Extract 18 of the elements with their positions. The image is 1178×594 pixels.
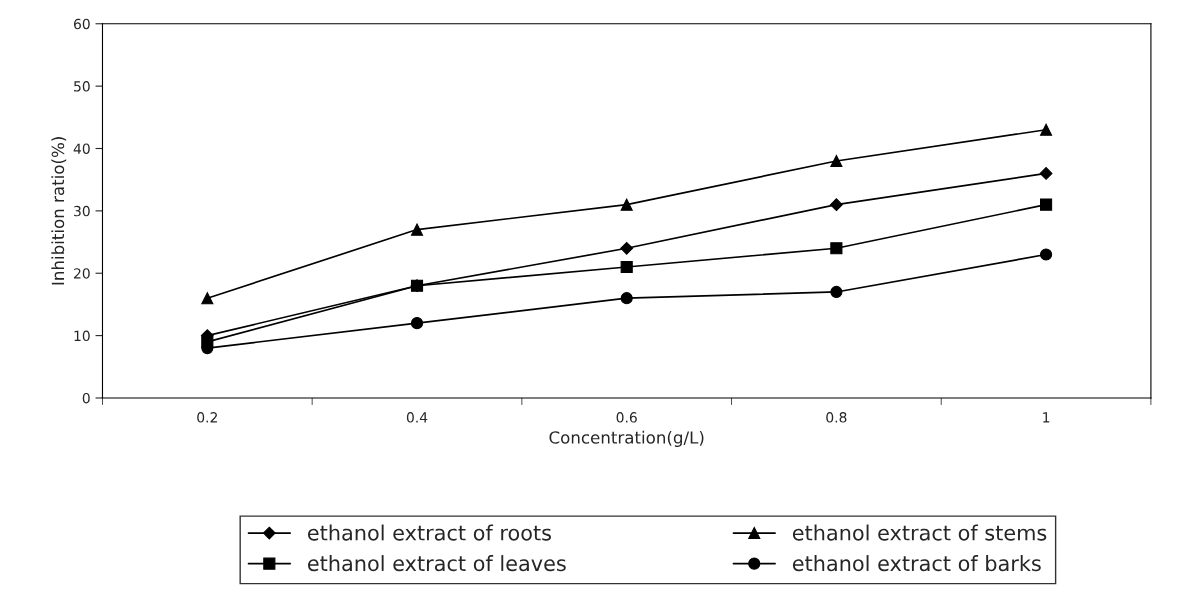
y-tick-label: 60 [73,18,90,30]
y-tick-label: 40 [73,143,90,154]
x-tick-label: 1 [1043,412,1050,423]
legend-label: ethanol extract of roots [307,524,551,541]
y-tick-label: 50 [74,81,90,92]
x-tick-label: 0.6 [616,412,637,423]
y-tick-label: 10 [74,330,90,342]
y-tick-label: 20 [74,268,90,279]
y-tick-label: 30 [74,205,90,217]
x-tick-label: 0.2 [197,412,217,423]
legend-label: ethanol extract of leaves [307,555,566,572]
x-axis-title: Concentration(g/L) [549,430,704,447]
legend-label: ethanol extract of stems [792,524,1047,541]
x-tick-label: 0.4 [406,412,428,423]
y-axis-title: Inhibition ratio(%) [51,137,67,285]
legend-label: ethanol extract of barks [792,555,1041,572]
x-tick-label: 0.8 [826,412,847,423]
y-tick-label: 0 [82,392,90,404]
